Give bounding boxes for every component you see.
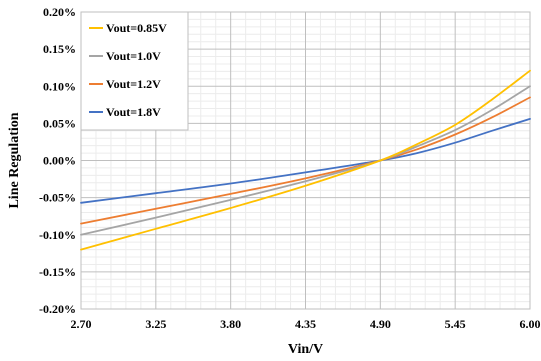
legend-label: Vout=1.0V (106, 49, 161, 63)
x-tick-label: 3.80 (220, 317, 241, 331)
series-layer (80, 69, 531, 251)
y-tick-label: 0.00% (43, 154, 76, 168)
legend: Vout=0.85V Vout=1.0V Vout=1.2V Vout=1.8V (80, 11, 189, 131)
y-tick-label: 0.10% (43, 79, 76, 93)
y-tick-label: -0.10% (39, 228, 76, 242)
series-line-1 (80, 69, 531, 251)
x-tick-labels: 2.70 3.25 3.80 4.35 4.90 5.45 6.00 (71, 317, 541, 331)
legend-box (80, 11, 189, 131)
y-tick-labels: -0.20% -0.15% -0.10% -0.05% 0.00% 0.05% 0.10% 0… (39, 5, 76, 316)
y-tick-label: -0.05% (39, 191, 76, 205)
y-tick-label: 0.20% (43, 5, 76, 19)
legend-label: Vout=0.85V (106, 21, 167, 35)
legend-label: Vout=1.2V (106, 77, 161, 91)
x-tick-label: 6.00 (520, 317, 541, 331)
x-axis-title: Vin/V (288, 342, 323, 357)
y-axis-title: Line Regulation (7, 112, 22, 208)
x-tick-label: 2.70 (71, 317, 92, 331)
y-tick-label: -0.15% (39, 265, 76, 279)
x-tick-label: 5.45 (445, 317, 466, 331)
plot-area-border (80, 11, 531, 310)
x-tick-label: 3.25 (145, 317, 166, 331)
x-tick-label: 4.35 (295, 317, 316, 331)
y-tick-label: 0.05% (43, 116, 76, 130)
legend-label: Vout=1.8V (106, 105, 161, 119)
x-tick-label: 4.90 (370, 317, 391, 331)
y-tick-label: 0.15% (43, 42, 76, 56)
y-tick-label: -0.20% (39, 302, 76, 316)
